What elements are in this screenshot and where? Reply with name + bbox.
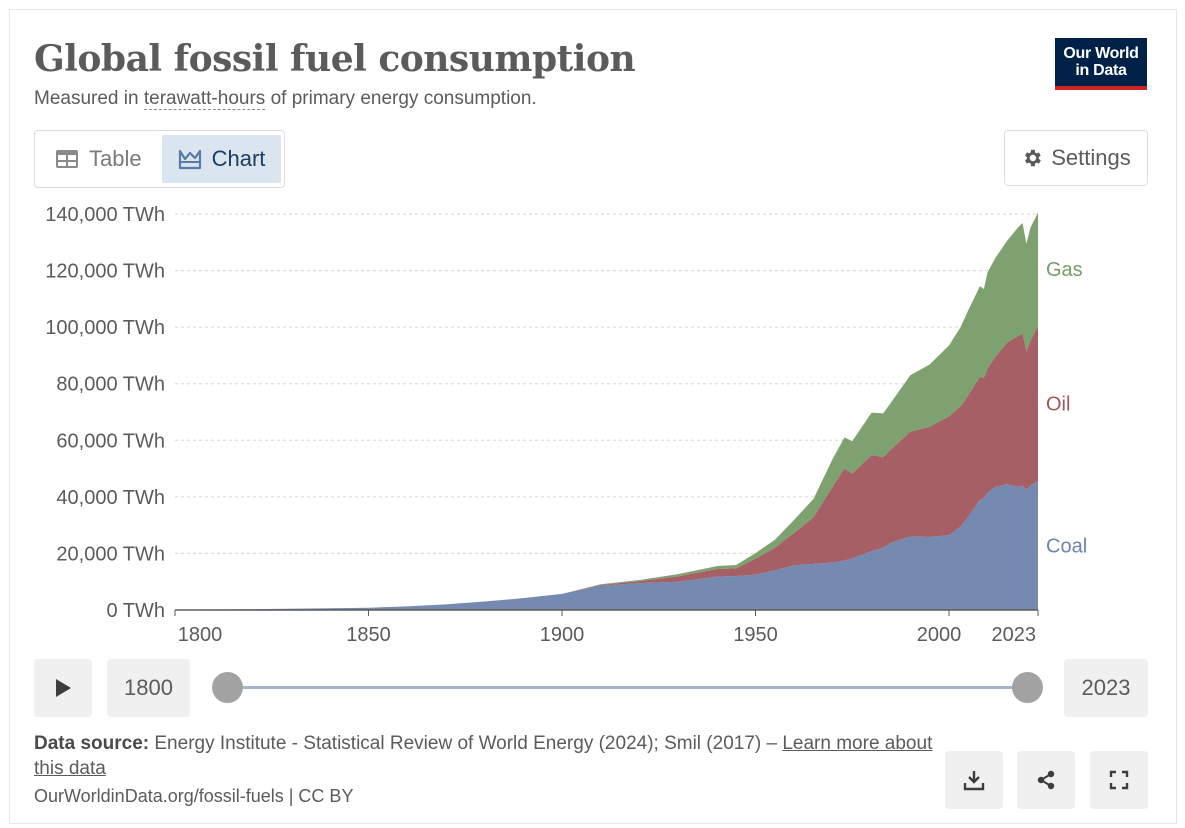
y-tick-label: 0 TWh xyxy=(106,600,165,622)
series-area-oil xyxy=(175,325,1038,610)
logo-line-1: Our World xyxy=(1063,45,1139,62)
play-icon xyxy=(56,679,71,697)
x-tick-label: 1900 xyxy=(540,624,585,646)
y-tick-label: 40,000 TWh xyxy=(56,487,165,509)
series-area-coal xyxy=(175,481,1038,610)
series-label-gas: Gas xyxy=(1046,259,1083,281)
timeline-track[interactable] xyxy=(227,686,1028,689)
x-tick-label: 1800 xyxy=(178,624,223,646)
tab-chart-label: Chart xyxy=(211,146,266,171)
download-icon xyxy=(963,771,985,791)
settings-label: Settings xyxy=(1051,145,1131,170)
timeline-end-year[interactable]: 2023 xyxy=(1064,659,1148,717)
x-tick-label: 1950 xyxy=(733,624,778,646)
page-subtitle: Measured in terawatt-hours of primary en… xyxy=(34,88,537,110)
subtitle-prefix: Measured in xyxy=(34,88,144,109)
settings-button[interactable]: Settings xyxy=(1004,130,1148,186)
y-tick-label: 60,000 TWh xyxy=(56,430,165,452)
play-button[interactable] xyxy=(34,659,92,717)
source-url[interactable]: OurWorldinData.org/fossil-fuels | CC BY xyxy=(34,786,354,806)
page-title: Global fossil fuel consumption xyxy=(34,38,636,80)
source-label: Data source: xyxy=(34,733,150,754)
unit-link[interactable]: terawatt-hours xyxy=(143,88,266,110)
series-label-coal: Coal xyxy=(1046,536,1087,558)
timeline-start-year[interactable]: 1800 xyxy=(107,659,190,717)
download-button[interactable] xyxy=(945,751,1003,809)
tab-chart[interactable]: Chart xyxy=(161,135,282,183)
y-tick-label: 20,000 TWh xyxy=(56,543,165,565)
chart-frame xyxy=(9,9,1177,824)
y-tick-label: 120,000 TWh xyxy=(45,261,165,283)
data-source: Data source: Energy Institute - Statisti… xyxy=(34,731,934,781)
table-icon xyxy=(56,150,78,168)
x-tick-label: 1850 xyxy=(346,624,391,646)
x-tick-label: 2023 xyxy=(992,624,1037,646)
logo-line-2: in Data xyxy=(1075,62,1127,79)
chart-icon xyxy=(178,149,201,170)
gear-icon xyxy=(1025,149,1042,167)
y-tick-label: 80,000 TWh xyxy=(56,374,165,396)
tab-table[interactable]: Table xyxy=(39,135,158,183)
tab-table-label: Table xyxy=(89,146,142,171)
share-icon xyxy=(1037,770,1055,790)
timeline-end-handle[interactable] xyxy=(1012,672,1043,703)
timeline-start-handle[interactable] xyxy=(212,672,243,703)
area-chart: 0 TWh 20,000 TWh 40,000 TWh 60,000 TWh 80,00… xyxy=(45,204,1087,646)
series-label-oil: Oil xyxy=(1046,394,1070,416)
learn-more-link[interactable]: Learn more about this data xyxy=(34,733,933,779)
fullscreen-button[interactable] xyxy=(1090,751,1148,809)
source-text: Energy Institute - Statistical Review of… xyxy=(149,733,783,754)
owid-logo[interactable]: Our World in Data xyxy=(1055,38,1147,90)
view-tabs: Table Chart xyxy=(34,130,285,188)
fullscreen-icon xyxy=(1109,770,1129,790)
subtitle-suffix: of primary energy consumption. xyxy=(265,88,537,109)
x-tick-label: 2000 xyxy=(917,624,962,646)
y-tick-label: 140,000 TWh xyxy=(45,204,165,226)
share-button[interactable] xyxy=(1017,751,1075,809)
y-tick-label: 100,000 TWh xyxy=(45,317,165,339)
